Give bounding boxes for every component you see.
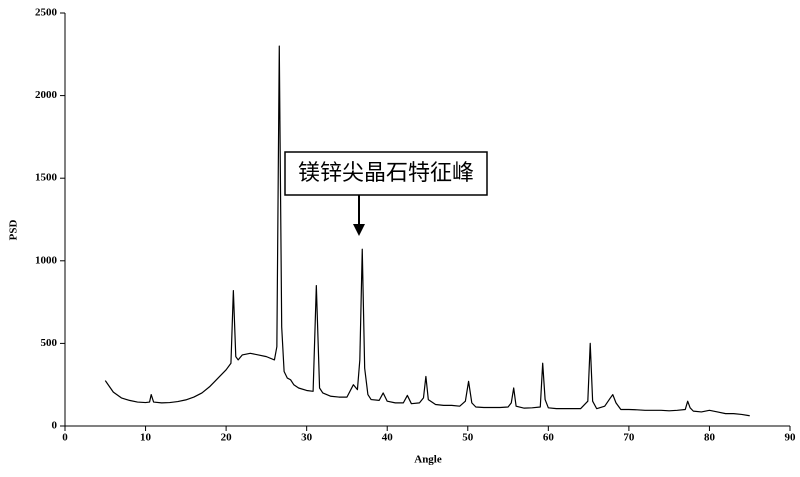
- y-tick-label: 500: [41, 337, 58, 349]
- y-tick-label: 1000: [35, 254, 58, 266]
- x-tick-label: 0: [62, 432, 68, 444]
- y-tick-label: 2000: [35, 89, 58, 101]
- x-tick-label: 30: [301, 432, 313, 444]
- y-tick-label: 2500: [35, 7, 58, 19]
- x-tick-label: 50: [462, 432, 474, 444]
- x-axis-label: Angle: [414, 454, 442, 466]
- background: [0, 0, 800, 472]
- x-tick-label: 80: [704, 432, 716, 444]
- x-tick-label: 90: [785, 432, 797, 444]
- x-tick-label: 60: [543, 432, 555, 444]
- x-tick-label: 40: [382, 432, 394, 444]
- y-tick-label: 0: [52, 420, 58, 432]
- x-tick-label: 70: [623, 432, 635, 444]
- y-axis-label: PSD: [8, 220, 20, 241]
- x-tick-label: 10: [140, 432, 152, 444]
- annotation-text: 镁锌尖晶石特征峰: [298, 161, 474, 186]
- chart: Angle PSD 镁锌尖晶石特征峰 0 500 1000 1500 2000 2500 0…: [0, 0, 800, 472]
- x-tick-label: 20: [221, 432, 233, 444]
- y-tick-label: 1500: [35, 172, 58, 184]
